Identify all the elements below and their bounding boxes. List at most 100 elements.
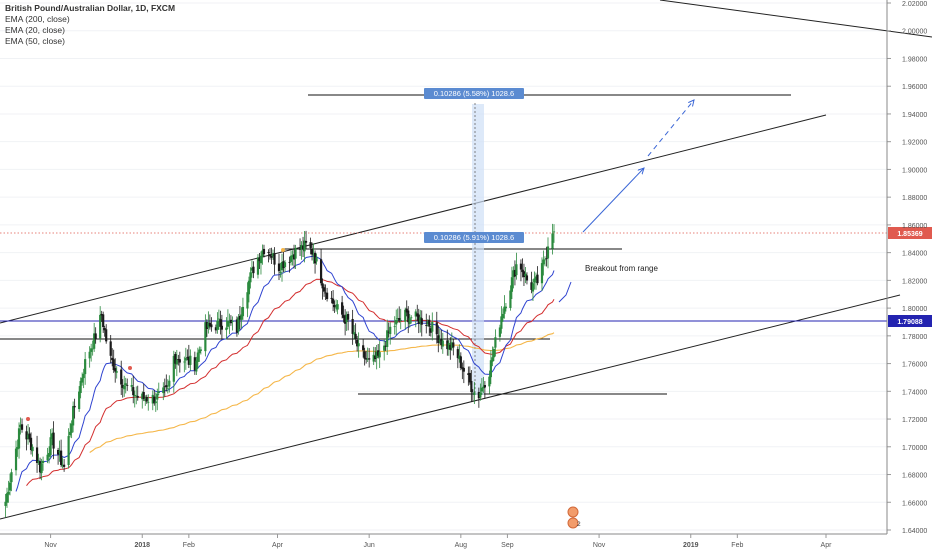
candle-body bbox=[135, 395, 138, 397]
chart-legend: British Pound/Australian Dollar, 1D, FXC… bbox=[5, 3, 175, 47]
candle-body bbox=[410, 317, 413, 319]
candle-body bbox=[82, 373, 85, 379]
candle-body bbox=[31, 446, 34, 452]
candle-body bbox=[437, 335, 440, 343]
candle-body bbox=[69, 431, 72, 436]
y-tick-label: 1.98000 bbox=[902, 56, 927, 63]
candle-body bbox=[219, 319, 222, 327]
candle-body bbox=[114, 368, 117, 372]
candle-body bbox=[120, 369, 123, 385]
candle-body bbox=[491, 357, 494, 362]
candle-body bbox=[261, 250, 264, 257]
candle-body bbox=[310, 249, 314, 255]
candle-body bbox=[429, 328, 432, 333]
key-level-tag[interactable]: 1.79088 bbox=[897, 319, 922, 326]
candle-body bbox=[363, 351, 366, 359]
candle-body bbox=[353, 332, 356, 335]
candle-body bbox=[536, 274, 539, 284]
x-tick-label: Apr bbox=[821, 542, 833, 549]
candle-body bbox=[102, 314, 105, 328]
candle-body bbox=[345, 314, 348, 323]
candle-body bbox=[94, 333, 97, 340]
candle-body bbox=[58, 450, 61, 453]
candle-body bbox=[156, 393, 159, 400]
candle-body bbox=[35, 447, 39, 463]
candle-body bbox=[408, 318, 411, 324]
y-tick-label: 1.74000 bbox=[902, 389, 927, 396]
y-tick-label: 2.00000 bbox=[902, 29, 927, 36]
candle-body bbox=[501, 313, 505, 319]
y-tick-label: 1.72000 bbox=[902, 417, 927, 424]
signal-marker-icon bbox=[281, 248, 285, 252]
candle-body bbox=[100, 313, 103, 316]
last-price-tag[interactable]: 1.85369 bbox=[897, 231, 922, 238]
x-tick-label: 2018 bbox=[134, 542, 150, 549]
candle-body bbox=[315, 257, 318, 262]
candle-body bbox=[395, 319, 398, 325]
candle-body bbox=[289, 255, 293, 262]
candle-body bbox=[347, 313, 350, 320]
y-tick-label: 1.66000 bbox=[902, 500, 927, 507]
earnings-event-icon[interactable] bbox=[567, 506, 579, 518]
indicator-ema200[interactable]: EMA (200, close) bbox=[5, 14, 70, 24]
candle-body bbox=[533, 278, 536, 283]
candle-body bbox=[473, 392, 476, 395]
candle-body bbox=[61, 465, 64, 467]
candle-body bbox=[542, 259, 545, 265]
candle-body bbox=[513, 269, 517, 277]
y-tick-label: 1.82000 bbox=[902, 278, 927, 285]
candle-body bbox=[220, 325, 223, 330]
channel-upper-line bbox=[0, 114, 827, 324]
y-tick-label: 1.64000 bbox=[902, 528, 927, 535]
candle-body bbox=[174, 354, 177, 364]
candle-body bbox=[524, 273, 527, 277]
candle-body bbox=[357, 343, 360, 347]
candle-body bbox=[419, 317, 422, 323]
candle-body bbox=[417, 314, 420, 324]
candle-body bbox=[365, 358, 368, 360]
candle-body bbox=[47, 453, 51, 457]
candle-body bbox=[105, 329, 108, 342]
candle-body bbox=[241, 306, 245, 317]
candle-body bbox=[157, 391, 160, 393]
candle-body bbox=[280, 262, 284, 271]
candle-body bbox=[163, 386, 166, 388]
candle-body bbox=[440, 339, 443, 346]
candle-body bbox=[217, 318, 220, 320]
indicator-ema50[interactable]: EMA (50, close) bbox=[5, 36, 65, 46]
candle-body bbox=[226, 320, 230, 327]
candle-body bbox=[283, 262, 287, 268]
x-tick-label: 2019 bbox=[683, 542, 699, 549]
candle-body bbox=[356, 339, 359, 347]
plot-background bbox=[0, 0, 887, 534]
time-axis[interactable]: Nov 2018 Feb Apr Jun Aug Sep Nov 2019 Feb Apr bbox=[0, 533, 887, 549]
candle-body bbox=[99, 314, 102, 339]
symbol-title: British Pound/Australian Dollar, 1D, FXC… bbox=[5, 3, 176, 13]
candle-body bbox=[428, 319, 431, 327]
price-axis[interactable]: 2.02000 2.00000 1.98000 1.96000 1.94000 1.920… bbox=[886, 0, 927, 535]
candle-body bbox=[384, 345, 387, 347]
y-tick-label: 1.92000 bbox=[902, 140, 927, 147]
candle-body bbox=[530, 282, 533, 290]
target-measure-label-box bbox=[424, 88, 524, 99]
indicator-ema20[interactable]: EMA (20, close) bbox=[5, 25, 65, 35]
candle-body bbox=[396, 318, 399, 319]
candle-body bbox=[144, 399, 147, 401]
candle-body bbox=[426, 321, 429, 325]
target-arrow-dashed bbox=[647, 100, 694, 157]
candle-body bbox=[279, 272, 282, 273]
candle-body bbox=[270, 256, 273, 258]
candle-body bbox=[183, 361, 186, 363]
dividend-event-icon[interactable] bbox=[567, 517, 579, 529]
x-tick-label: Nov bbox=[593, 542, 606, 549]
candle-body bbox=[374, 355, 377, 359]
candle-body bbox=[199, 349, 202, 351]
candle-body bbox=[405, 308, 408, 313]
candle-body bbox=[313, 252, 317, 264]
ema-lines bbox=[15, 255, 555, 492]
candle-body bbox=[494, 337, 497, 348]
x-tick-label: Nov bbox=[44, 542, 57, 549]
candle-body bbox=[398, 318, 401, 321]
candle-body bbox=[136, 395, 139, 398]
